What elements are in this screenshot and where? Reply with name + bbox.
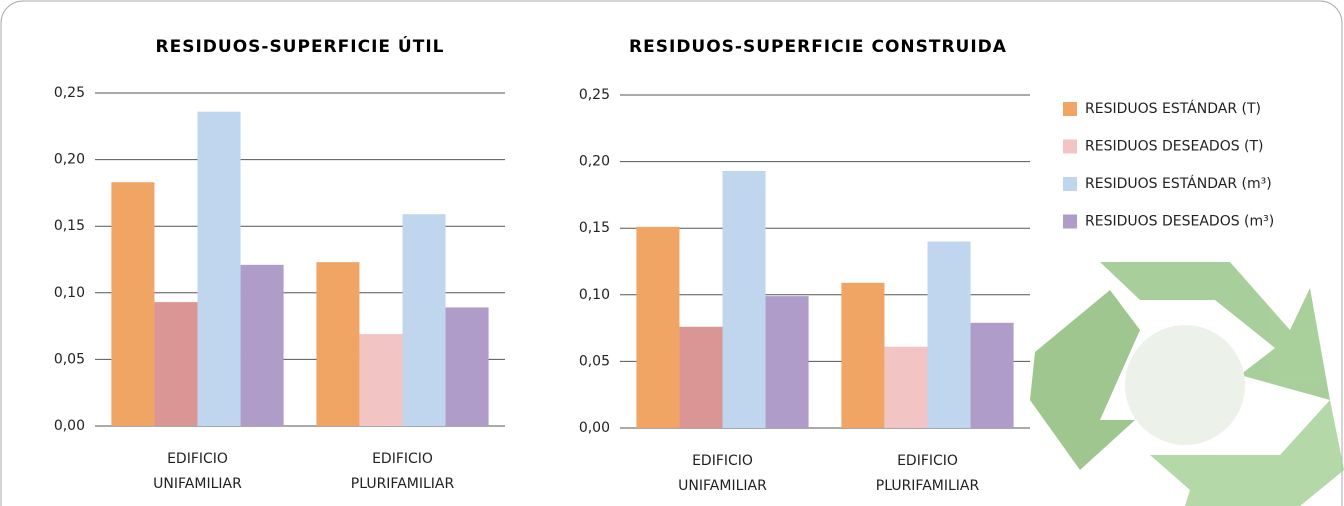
bar	[198, 112, 241, 426]
chart-title: RESIDUOS-SUPERFICIE CONSTRUIDA	[629, 37, 1007, 57]
y-tick-label: 0,10	[579, 287, 610, 303]
chart-page: RESIDUOS-SUPERFICIE ÚTIL RESIDUOS-SUPERF…	[0, 0, 1344, 506]
legend-swatch	[1063, 102, 1077, 116]
y-tick-label: 0,25	[579, 87, 610, 103]
bar	[679, 327, 722, 428]
bar	[636, 227, 679, 428]
legend-label: RESIDUOS ESTÁNDAR (m³)	[1085, 175, 1272, 192]
legend-swatch	[1063, 140, 1077, 154]
bar	[316, 262, 359, 426]
bar	[928, 242, 971, 428]
bar	[971, 323, 1014, 428]
legend-label: RESIDUOS DESEADOS (m³)	[1085, 214, 1274, 230]
bar	[884, 347, 927, 428]
y-tick-label: 0,20	[579, 154, 610, 170]
legend-label: RESIDUOS DESEADOS (T)	[1085, 139, 1264, 155]
y-tick-label: 0,15	[54, 218, 85, 234]
y-tick-label: 0,25	[54, 85, 85, 101]
legend-swatch	[1063, 177, 1077, 191]
y-tick-label: 0,20	[54, 152, 85, 168]
y-tick-label: 0,00	[54, 418, 85, 434]
chart-title: RESIDUOS-SUPERFICIE ÚTIL	[156, 35, 445, 57]
y-tick-label: 0,00	[579, 420, 610, 436]
bar	[841, 283, 884, 428]
bar	[111, 182, 154, 426]
legend-swatch	[1063, 215, 1077, 229]
y-tick-label: 0,05	[579, 353, 610, 369]
bar	[359, 334, 402, 426]
bar	[723, 171, 766, 428]
bar	[403, 214, 446, 426]
bar	[766, 296, 809, 428]
bar	[241, 265, 284, 426]
legend-label: RESIDUOS ESTÁNDAR (T)	[1085, 100, 1261, 117]
y-tick-label: 0,15	[579, 220, 610, 236]
bar	[154, 302, 197, 426]
y-tick-label: 0,10	[54, 285, 85, 301]
bar	[446, 307, 489, 426]
y-tick-label: 0,05	[54, 351, 85, 367]
